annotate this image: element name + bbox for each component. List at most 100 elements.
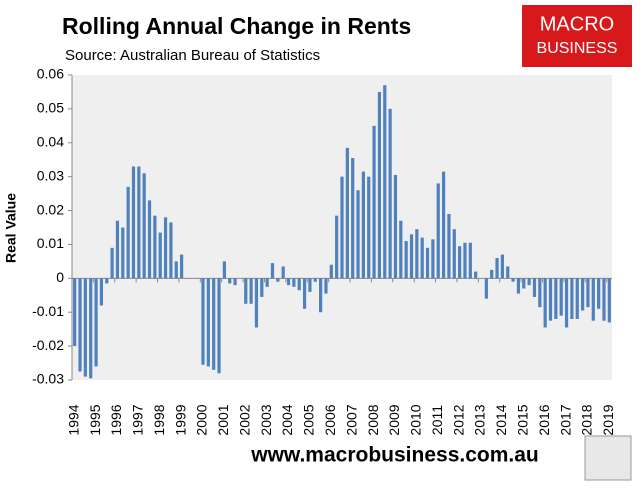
bar [94,278,98,367]
x-tick-label: 2003 [258,404,274,435]
x-tick-label: 2006 [322,404,338,435]
bar [527,278,531,286]
bar [276,278,280,282]
bar [222,261,226,279]
x-tick-label: 2013 [472,404,488,435]
bar [260,278,264,297]
logo-icon [584,435,632,481]
bar [233,278,237,286]
x-tick-label: 2004 [279,404,295,435]
bar [137,166,141,279]
bar [580,278,585,311]
bar [447,213,451,279]
bar [361,171,365,279]
bar [490,269,494,279]
y-tick-label: 0.01 [37,235,64,251]
bar [206,278,210,367]
bar [212,278,216,370]
y-tick-label: -0.03 [32,371,64,387]
bar [431,239,435,279]
bar [511,278,515,282]
bar [441,171,446,279]
bar [313,278,317,282]
chart-subtitle: Source: Australian Bureau of Statistics [65,47,320,64]
bar [244,278,248,304]
x-tick-label: 2005 [301,404,317,435]
bar [105,278,109,284]
bar [254,278,259,328]
bar [174,261,178,279]
bar [147,200,152,279]
bar [297,278,301,291]
bar [372,125,376,279]
x-tick-label: 2008 [365,404,381,435]
bar [543,278,547,328]
bar [409,234,414,279]
bar [356,190,360,279]
bar [201,278,205,365]
bar [388,108,392,279]
x-tick-label: 2018 [579,404,595,435]
bar [554,278,558,319]
bar [415,229,419,279]
bar [169,222,173,279]
x-tick-label: 1998 [151,404,167,435]
logo-text: BUSINESS [537,40,618,57]
bar [506,266,510,279]
y-tick-label: 0.04 [37,133,64,149]
bar [286,278,291,286]
bar [516,278,521,294]
bar [265,278,269,287]
y-tick-label: 0.03 [37,167,64,183]
logo-box [522,5,632,67]
x-tick-label: 2009 [386,404,402,435]
bar [131,166,136,279]
bar [425,247,430,279]
x-tick-label: 2011 [429,405,445,435]
bar [126,186,130,279]
bar [228,278,232,284]
bar [115,220,120,279]
bar [436,183,440,279]
bar [463,242,467,279]
y-tick-label: 0.06 [37,66,64,82]
bar [458,246,462,279]
bar [345,147,349,279]
bar [474,271,478,279]
x-tick-label: 2000 [194,404,210,435]
bar [324,278,328,294]
logo-text: MACRO [540,13,614,35]
x-tick-label: 2019 [600,404,616,435]
bar [319,278,323,313]
bar [142,173,146,279]
bar [217,278,221,374]
bar [548,278,553,321]
bar [602,278,606,321]
bar [163,217,168,279]
x-tick-label: 1999 [172,404,188,435]
bar [575,278,579,319]
bar [500,254,504,279]
bar [180,254,184,279]
bar [377,91,382,279]
bar [335,215,339,279]
bar [399,220,403,279]
x-tick-label: 1995 [87,404,103,435]
x-tick-label: 2016 [536,404,552,435]
bar [302,278,307,309]
x-tick-label: 1996 [108,404,124,435]
bar [597,278,601,309]
bar [591,278,595,321]
bar [538,278,542,308]
y-tick-label: -0.02 [32,337,64,353]
bar [393,174,398,279]
y-tick-label: -0.01 [32,303,64,319]
x-tick-label: 2010 [408,404,424,435]
bar [404,241,408,279]
bar [495,258,499,279]
bar [340,176,344,279]
bar [570,278,574,319]
y-tick-label: 0.05 [37,100,64,116]
